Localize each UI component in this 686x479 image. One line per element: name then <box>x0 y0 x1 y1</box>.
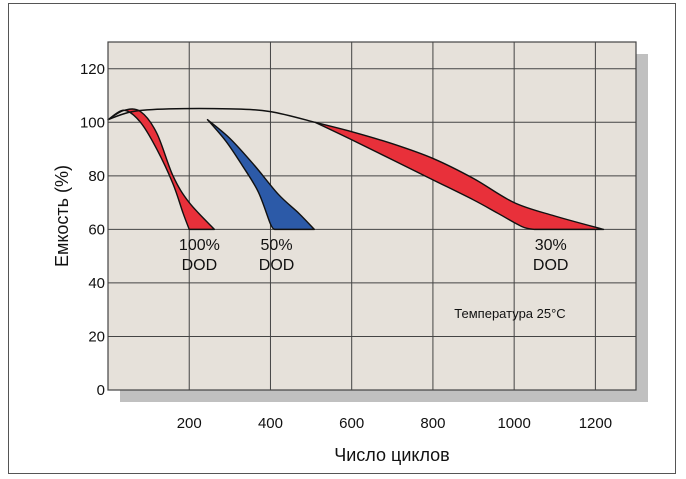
series-label-3: 30% <box>535 237 567 254</box>
x-axis-label: Число циклов <box>334 445 450 465</box>
x-tick-label: 400 <box>258 415 283 432</box>
envelope-curve <box>107 107 316 124</box>
x-tick-label: 600 <box>339 415 364 432</box>
series-label-3: DOD <box>533 257 569 274</box>
y-tick-label: 20 <box>88 328 105 345</box>
series-label-2: DOD <box>259 257 295 274</box>
y-tick-label: 80 <box>88 168 105 185</box>
x-tick-label: 1000 <box>497 415 530 432</box>
y-tick-label: 40 <box>88 275 105 292</box>
temperature-annotation: Температура 25°С <box>454 306 565 321</box>
series-area-1 <box>107 108 216 231</box>
x-tick-label: 1200 <box>579 415 612 432</box>
x-tick-label: 200 <box>177 415 202 432</box>
series-area-3 <box>314 121 605 231</box>
y-tick-label: 120 <box>80 61 105 78</box>
y-axis-label: Емкость (%) <box>52 165 72 267</box>
series-label-1: 100% <box>179 237 220 254</box>
y-tick-label: 100 <box>80 114 105 131</box>
y-tick-labels: 0 20 40 60 80 100 120 <box>80 61 105 399</box>
plot-border <box>107 41 637 391</box>
y-tick-label: 60 <box>88 221 105 238</box>
y-tick-label: 0 <box>97 382 105 399</box>
x-tick-labels: 200 400 600 800 1000 1200 <box>177 415 612 432</box>
series-label-1: DOD <box>182 257 218 274</box>
x-tick-label: 800 <box>420 415 445 432</box>
series-area-2 <box>206 118 316 231</box>
series-label-2: 50% <box>261 237 293 254</box>
series-areas <box>107 108 605 231</box>
series-labels: 100% DOD 50% DOD 30% DOD <box>179 237 569 274</box>
